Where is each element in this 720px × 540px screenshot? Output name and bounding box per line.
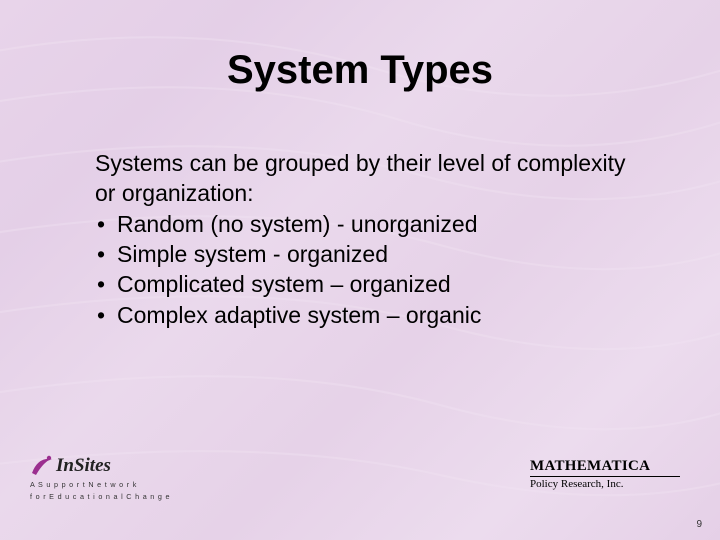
bullet-item: Simple system - organized <box>95 239 640 269</box>
insites-brand-text: InSites <box>56 455 111 477</box>
bullet-list: Random (no system) - unorganized Simple … <box>95 209 640 330</box>
insites-logo: InSites A S u p p o r t N e t w o r k f … <box>30 453 190 502</box>
mathematica-name: MATHEMATICA <box>530 458 680 475</box>
divider-line <box>530 476 680 478</box>
insites-tagline-2: f o r E d u c a t i o n a l C h a n g e <box>30 492 190 502</box>
slide-body: Systems can be grouped by their level of… <box>95 148 640 330</box>
mathematica-sub: Policy Research, Inc. <box>530 478 680 490</box>
slide-title: System Types <box>0 48 720 93</box>
slide: System Types Systems can be grouped by t… <box>0 0 720 540</box>
bullet-item: Complicated system – organized <box>95 269 640 299</box>
insites-tagline-1: A S u p p o r t N e t w o r k <box>30 480 190 490</box>
bullet-item: Complex adaptive system – organic <box>95 300 640 330</box>
page-number: 9 <box>696 519 702 530</box>
bullet-item: Random (no system) - unorganized <box>95 209 640 239</box>
mathematica-logo: MATHEMATICA Policy Research, Inc. <box>530 458 680 491</box>
swoosh-icon <box>30 453 54 477</box>
intro-text: Systems can be grouped by their level of… <box>95 148 640 209</box>
